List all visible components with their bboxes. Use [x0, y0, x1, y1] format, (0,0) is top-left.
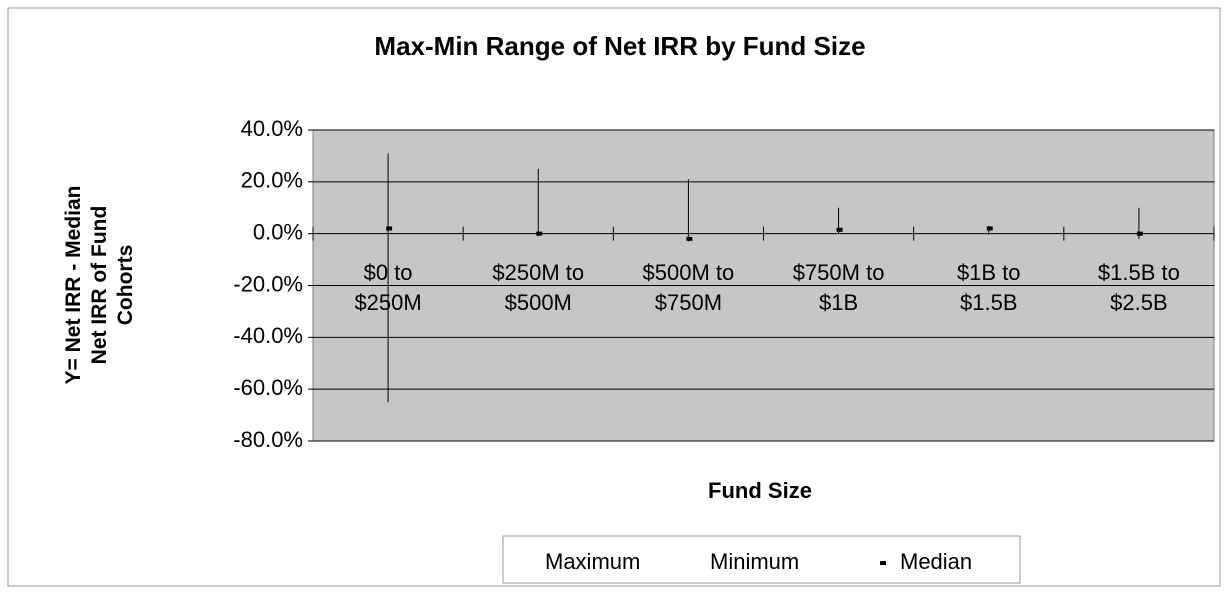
chart-title: Max-Min Range of Net IRR by Fund Size: [374, 31, 865, 61]
median-marker: [836, 227, 843, 232]
x-axis-title: Fund Size: [708, 478, 812, 503]
y-tick-label: -60.0%: [233, 375, 303, 400]
legend-box: [502, 535, 1021, 584]
x-tick-label: $0 to $250M: [354, 259, 422, 315]
legend-label: Minimum: [710, 549, 799, 574]
x-tick-label: $250M to $500M: [492, 259, 585, 315]
y-tick-label: -20.0%: [233, 271, 303, 296]
x-tick-label: $1.5B to $2.5B: [1097, 259, 1180, 315]
y-tick-label: 20.0%: [241, 168, 303, 193]
legend-label: Median: [900, 549, 972, 574]
median-marker: [986, 226, 993, 231]
x-tick-label: $500M to $750M: [642, 259, 735, 315]
median-marker: [386, 226, 393, 231]
y-tick-label: 0.0%: [253, 219, 303, 244]
y-tick-label: -80.0%: [233, 427, 303, 452]
x-tick-label: $750M to $1B: [792, 259, 885, 315]
median-marker: [686, 236, 693, 241]
median-marker: [1136, 231, 1143, 236]
legend-label: Maximum: [545, 549, 640, 574]
legend-marker: [880, 561, 886, 565]
y-axis-title: Y= Net IRR - Median Net IRR of Fund Coho…: [62, 185, 137, 385]
y-tick-label: 40.0%: [241, 116, 303, 141]
median-marker: [536, 231, 543, 236]
y-tick-label: -40.0%: [233, 323, 303, 348]
x-tick-label: $1B to $1.5B: [956, 259, 1021, 315]
